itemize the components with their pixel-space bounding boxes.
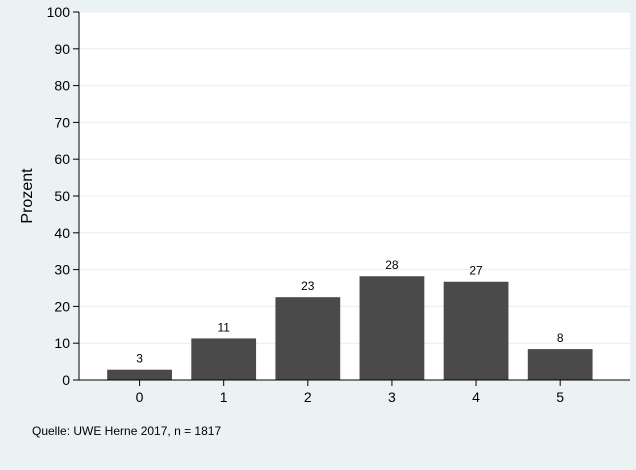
y-tick-label: 100 xyxy=(47,4,71,20)
x-tick-label: 4 xyxy=(472,389,480,405)
bar-data-label: 11 xyxy=(217,320,230,334)
y-tick-label: 60 xyxy=(54,151,70,167)
y-tick-label: 30 xyxy=(54,262,70,278)
source-note: Quelle: UWE Herne 2017, n = 1817 xyxy=(32,424,222,438)
y-tick-label: 80 xyxy=(54,78,70,94)
bar xyxy=(527,349,593,380)
bar-data-label: 27 xyxy=(469,264,483,278)
y-axis-label: Prozent xyxy=(19,168,36,224)
bar xyxy=(359,276,425,380)
y-tick-label: 50 xyxy=(54,188,70,204)
bar-data-label: 28 xyxy=(385,258,399,272)
bar xyxy=(107,369,172,380)
bar xyxy=(443,281,509,380)
bar xyxy=(275,297,341,380)
x-tick-label: 2 xyxy=(304,389,312,405)
y-tick-label: 90 xyxy=(54,41,70,57)
x-tick-label: 0 xyxy=(136,389,144,405)
y-tick-label: 0 xyxy=(62,372,70,388)
bar-data-label: 8 xyxy=(557,331,564,345)
bar xyxy=(191,338,257,380)
x-tick-label: 3 xyxy=(388,389,396,405)
y-tick-label: 10 xyxy=(54,335,70,351)
y-tick-label: 70 xyxy=(54,114,70,130)
y-tick-label: 20 xyxy=(54,298,70,314)
bar-data-label: 23 xyxy=(301,279,315,293)
bar-data-label: 3 xyxy=(136,352,143,366)
y-tick-label: 40 xyxy=(54,225,70,241)
x-tick-label: 5 xyxy=(556,389,564,405)
x-tick-label: 1 xyxy=(220,389,228,405)
